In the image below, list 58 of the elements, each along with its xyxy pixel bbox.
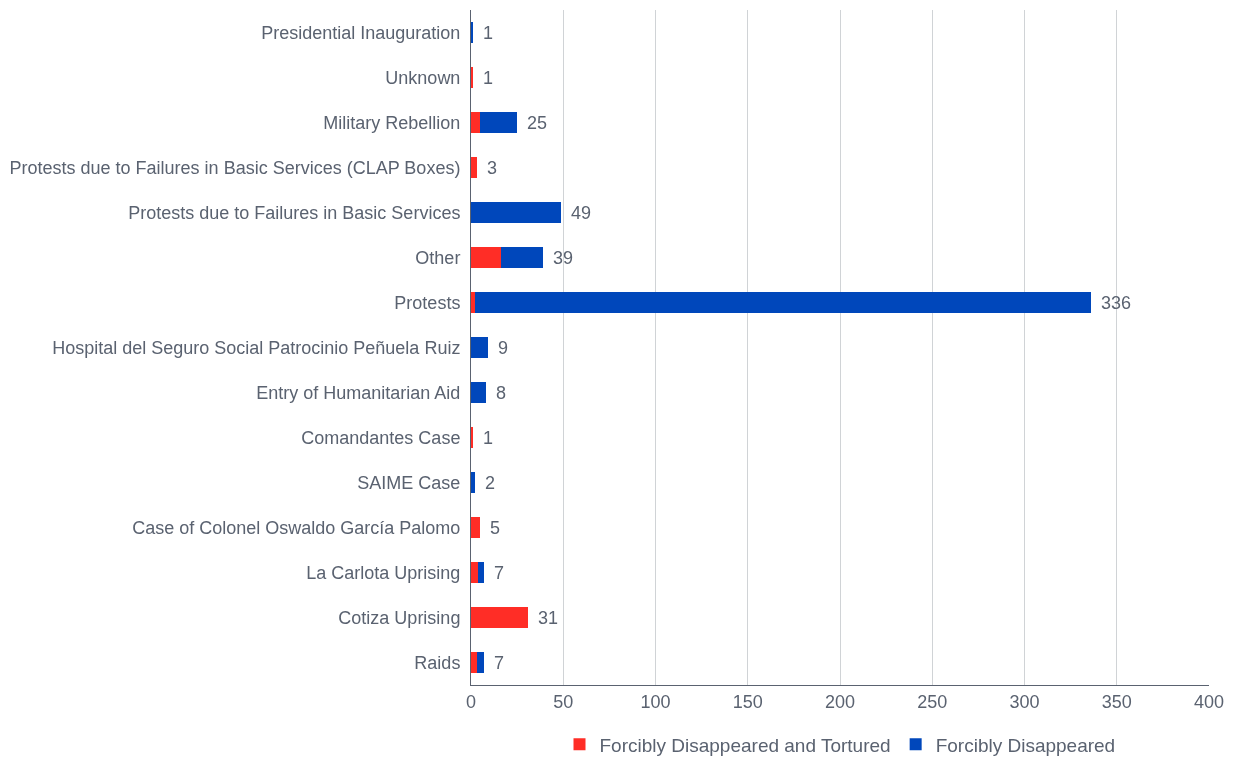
x-tick-label: 250 — [917, 691, 948, 712]
total-label: 8 — [496, 383, 507, 403]
y-tick-label: Entry of Humanitarian Aid — [256, 382, 461, 403]
total-label: 2 — [485, 473, 496, 493]
total-label: 5 — [490, 518, 501, 538]
total-label: 7 — [494, 563, 505, 583]
bar — [476, 652, 484, 673]
total-label: 9 — [498, 338, 509, 358]
x-tick-label: 150 — [732, 691, 763, 712]
y-tick-label: Protests — [394, 292, 461, 313]
total-label: 25 — [527, 113, 548, 133]
x-tick-label: 350 — [1101, 691, 1132, 712]
total-label: 31 — [538, 608, 559, 628]
y-tick-label: La Carlota Uprising — [306, 562, 461, 583]
y-tick-label: Raids — [414, 652, 461, 673]
y-tick-label: Other — [415, 247, 461, 268]
total-label: 39 — [553, 248, 574, 268]
bar — [471, 382, 486, 403]
legend-label: Forcibly Disappeared and Tortured — [599, 734, 891, 756]
bar — [471, 112, 481, 133]
bar — [500, 247, 543, 268]
bar — [471, 562, 479, 583]
bar — [471, 517, 481, 538]
x-tick-label: 200 — [824, 691, 856, 712]
y-tick-label: Comandantes Case — [301, 427, 461, 448]
total-label: 1 — [483, 23, 494, 43]
legend-label: Forcibly Disappeared — [935, 734, 1116, 756]
bar — [480, 112, 518, 133]
bar — [471, 472, 475, 493]
bar — [471, 607, 529, 628]
y-tick-label: Protests due to Failures in Basic Services — [128, 202, 461, 223]
bar — [471, 652, 477, 673]
total-label: 49 — [571, 203, 592, 223]
bar — [471, 157, 477, 178]
x-tick-label: 400 — [1193, 691, 1225, 712]
bar — [471, 337, 488, 358]
x-tick-label: 300 — [1009, 691, 1040, 712]
total-label: 1 — [483, 428, 494, 448]
y-tick-label: Case of Colonel Oswaldo García Palomo — [132, 517, 461, 538]
y-tick-label: Unknown — [385, 67, 461, 88]
y-tick-label: Protests due to Failures in Basic Services (CLAP Boxes) — [9, 157, 461, 178]
y-tick-label: Presidential Inauguration — [261, 22, 461, 43]
bar — [478, 562, 484, 583]
y-tick-label: Military Rebellion — [323, 112, 461, 133]
total-label: 1 — [483, 68, 494, 88]
bar — [471, 292, 475, 313]
total-label: 7 — [494, 653, 505, 673]
total-label: 336 — [1101, 293, 1132, 313]
bar — [471, 202, 562, 223]
total-label: 3 — [487, 158, 498, 178]
x-tick-label: 50 — [553, 691, 574, 712]
y-tick-label: Hospital del Seguro Social Patrocinio Peñuela Ruiz — [52, 337, 461, 358]
x-tick-label: 100 — [640, 691, 671, 712]
y-tick-label: SAIME Case — [357, 472, 461, 493]
bar — [471, 247, 501, 268]
x-tick-label: 0 — [465, 691, 477, 712]
y-tick-label: Cotiza Uprising — [338, 607, 461, 628]
bar — [474, 292, 1091, 313]
